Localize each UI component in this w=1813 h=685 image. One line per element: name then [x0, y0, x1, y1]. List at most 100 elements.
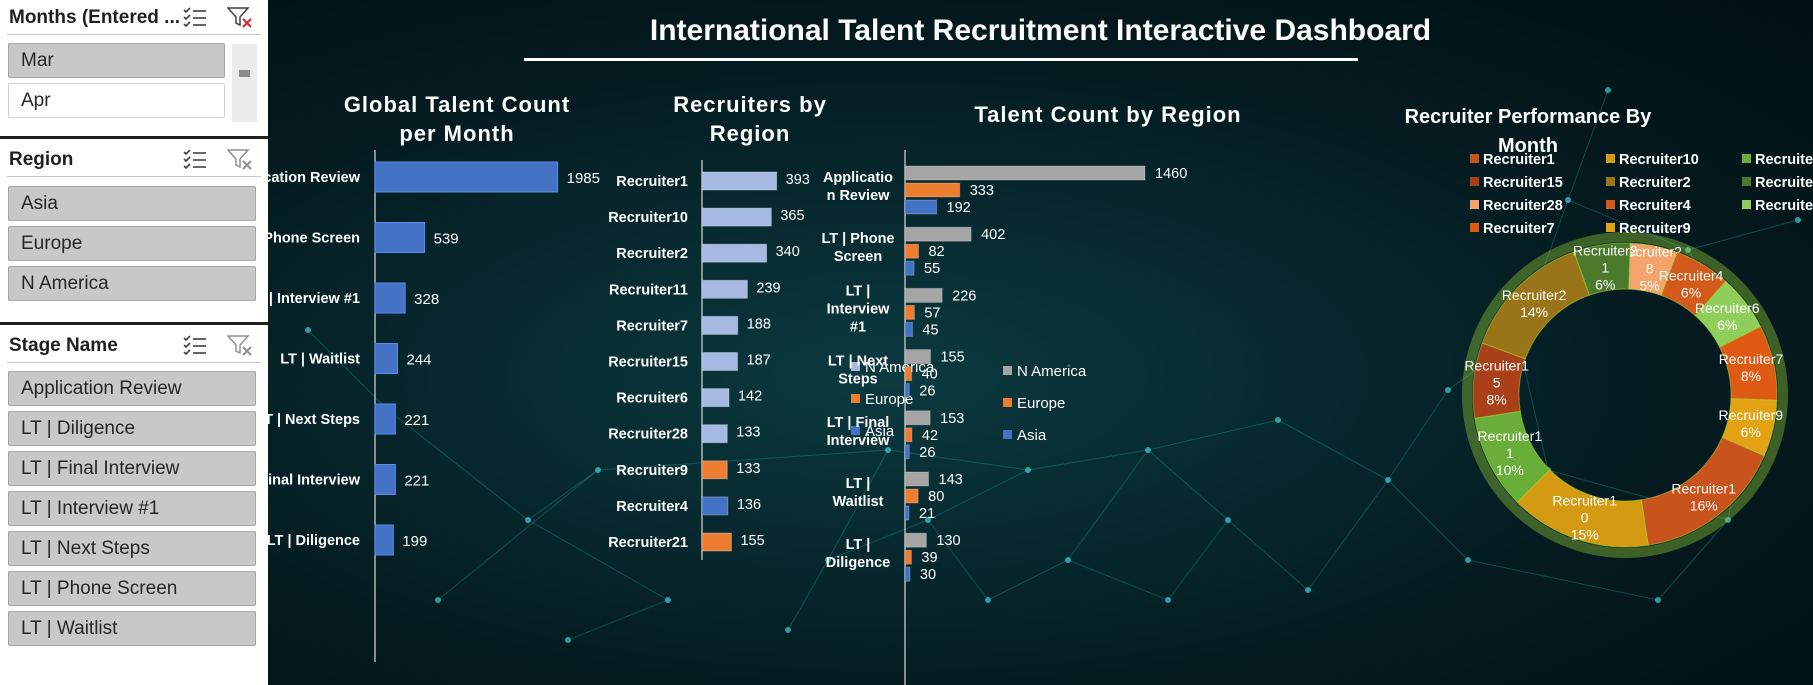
category-label: LT | Phone Screen — [268, 231, 360, 247]
months-scrollbar[interactable] — [232, 44, 257, 122]
slicer-divider — [0, 136, 268, 139]
clear-filter-icon[interactable] — [227, 148, 253, 170]
slice-label: Recruiter1 — [1671, 481, 1736, 497]
data-label: 133 — [736, 461, 760, 477]
data-label: 365 — [780, 208, 804, 224]
slice-label: 1 — [1601, 260, 1609, 276]
stage-item-application-review[interactable]: Application Review — [8, 371, 256, 406]
multi-select-icon[interactable] — [182, 6, 208, 28]
network-node — [1655, 597, 1661, 603]
category-label: Diligence — [826, 555, 890, 571]
network-link — [1167, 519, 1229, 601]
legend-label: Recruiter15 — [1483, 175, 1563, 191]
region-item-asia[interactable]: Asia — [8, 186, 256, 221]
network-link — [927, 519, 989, 601]
stage-item-phone-screen[interactable]: LT | Phone Screen — [8, 571, 256, 606]
slicer-divider — [0, 322, 268, 325]
bar — [904, 383, 910, 399]
legend-swatch — [1606, 177, 1615, 186]
legend-label: Recruiter4 — [1619, 198, 1691, 214]
data-label: 30 — [920, 567, 936, 583]
network-node — [1605, 87, 1611, 93]
clear-filter-icon[interactable] — [227, 334, 253, 356]
multi-select-icon[interactable] — [182, 148, 208, 170]
stage-slicer-title: Stage Name — [9, 335, 118, 356]
legend-label: Asia — [865, 423, 895, 440]
slice-label: 5 — [1493, 374, 1501, 390]
months-slicer-header: Months (Entered ... — [0, 0, 268, 34]
bar — [904, 199, 938, 215]
region-item-n-america[interactable]: N America — [8, 266, 256, 301]
stage-slicer-header: Stage Name — [0, 328, 268, 362]
slice-label: 8% — [1486, 391, 1506, 407]
data-label: 39 — [921, 550, 937, 566]
stage-item-interview-1[interactable]: LT | Interview #1 — [8, 491, 256, 526]
stage-item-diligence[interactable]: LT | Diligence — [8, 411, 256, 446]
category-label: LT | — [846, 283, 871, 299]
data-label: 192 — [947, 200, 971, 216]
network-link — [597, 449, 889, 471]
data-label: 155 — [740, 533, 764, 549]
legend-label: Recruiter9 — [1619, 221, 1691, 237]
stage-item-final-interview[interactable]: LT | Final Interview — [8, 451, 256, 486]
network-node — [1385, 477, 1391, 483]
network-link — [1467, 559, 1659, 601]
data-label: 57 — [924, 305, 940, 321]
legend-swatch — [851, 426, 860, 435]
data-label: 221 — [404, 412, 429, 429]
category-label: Recruiter10 — [608, 210, 688, 226]
network-link — [1277, 419, 1389, 481]
bar — [701, 315, 739, 335]
network-link — [987, 559, 1069, 601]
bar — [701, 424, 728, 444]
stage-item-next-steps[interactable]: LT | Next Steps — [8, 531, 256, 566]
network-link — [1687, 219, 1799, 251]
data-label: 340 — [776, 244, 800, 260]
slice-label: Recruiter7 — [1719, 351, 1784, 367]
data-label: 239 — [756, 280, 780, 296]
bar — [904, 304, 915, 320]
slice-label: Recruiter1 — [1552, 493, 1617, 509]
legend-swatch — [1742, 154, 1751, 163]
network-node — [1445, 387, 1451, 393]
data-label: 333 — [970, 183, 994, 199]
months-item-apr[interactable]: Apr — [8, 83, 225, 118]
legend-swatch — [1606, 223, 1615, 232]
category-label: LT | Final — [827, 415, 890, 431]
network-link — [387, 409, 529, 521]
data-label: 143 — [939, 472, 963, 488]
bar — [904, 488, 919, 504]
slice-label: 14% — [1520, 304, 1548, 320]
network-node — [565, 637, 571, 643]
network-link — [1657, 519, 1729, 601]
talent-region-chart-title: Talent Count by Region — [974, 102, 1242, 127]
legend-swatch — [1003, 430, 1012, 439]
clear-filter-icon[interactable] — [227, 6, 253, 28]
bar — [904, 471, 930, 487]
legend-label: Recruiter6 — [1755, 198, 1813, 214]
months-item-mar[interactable]: Mar — [8, 43, 225, 78]
data-label: 1985 — [567, 170, 600, 187]
legend-swatch — [1742, 200, 1751, 209]
data-label: 221 — [404, 473, 429, 490]
legend-swatch — [1742, 177, 1751, 186]
network-link — [787, 559, 829, 631]
months-slicer-title: Months (Entered ... — [9, 7, 180, 28]
stage-item-waitlist[interactable]: LT | Waitlist — [8, 611, 256, 646]
region-item-europe[interactable]: Europe — [8, 226, 256, 261]
multi-select-icon[interactable] — [182, 334, 208, 356]
bar — [374, 222, 426, 253]
category-label: Recruiter15 — [608, 355, 688, 371]
region-slicer: Region Asia Europe N America — [0, 142, 268, 322]
category-label: LT | Next — [828, 354, 888, 370]
network-link — [827, 519, 929, 561]
category-label: Recruiter6 — [616, 391, 688, 407]
data-label: 42 — [922, 428, 938, 444]
legend-label: Recruiter28 — [1483, 198, 1563, 214]
slice-label: 6% — [1741, 424, 1761, 440]
scroll-thumb[interactable] — [239, 70, 250, 77]
data-label: 130 — [936, 533, 960, 549]
region-slicer-separator — [7, 176, 261, 177]
bar — [374, 343, 398, 374]
network-node — [1225, 517, 1231, 523]
